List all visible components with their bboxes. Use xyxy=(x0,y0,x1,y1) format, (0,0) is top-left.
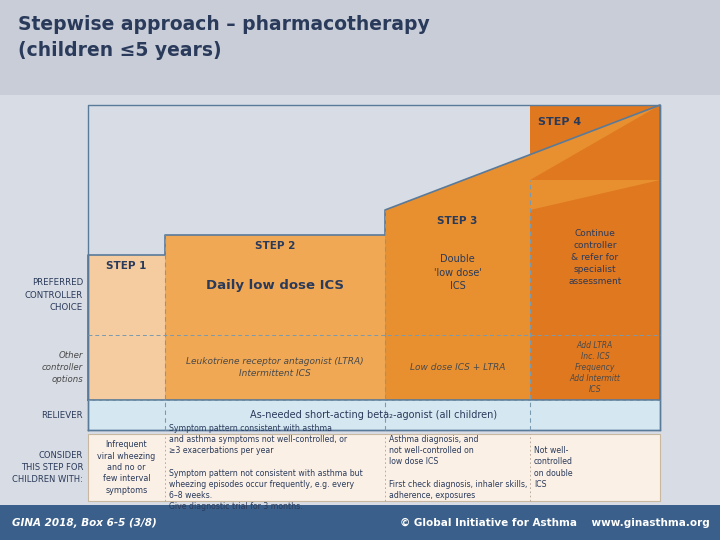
Text: Infrequent
viral wheezing
and no or
few interval
symptoms: Infrequent viral wheezing and no or few … xyxy=(97,440,156,495)
Text: STEP 1: STEP 1 xyxy=(107,261,147,271)
Bar xyxy=(88,434,660,501)
Text: PREFERRED
CONTROLLER
CHOICE: PREFERRED CONTROLLER CHOICE xyxy=(24,278,83,312)
Text: STEP 4: STEP 4 xyxy=(538,117,581,127)
Polygon shape xyxy=(385,105,660,210)
Text: Continue
controller
& refer for
specialist
assessment: Continue controller & refer for speciali… xyxy=(568,230,621,286)
Text: Stepwise approach – pharmacotherapy: Stepwise approach – pharmacotherapy xyxy=(18,16,430,35)
Bar xyxy=(385,210,530,400)
Bar xyxy=(530,105,660,180)
Text: (children ≤5 years): (children ≤5 years) xyxy=(18,40,222,59)
Text: As-needed short-acting beta₂-agonist (all children): As-needed short-acting beta₂-agonist (al… xyxy=(251,410,498,420)
Bar xyxy=(165,235,385,400)
Text: STEP 3: STEP 3 xyxy=(437,216,477,226)
Bar xyxy=(88,400,660,430)
Text: Add LTRA
Inc. ICS
Frequency
Add Intermitt
ICS: Add LTRA Inc. ICS Frequency Add Intermit… xyxy=(570,341,621,394)
Text: GINA 2018, Box 6-5 (3/8): GINA 2018, Box 6-5 (3/8) xyxy=(12,517,157,528)
Text: RELIEVER: RELIEVER xyxy=(41,410,83,420)
Text: Leukotriene receptor antagonist (LTRA)
Intermittent ICS: Leukotriene receptor antagonist (LTRA) I… xyxy=(186,357,364,378)
Bar xyxy=(0,505,720,540)
Text: Asthma diagnosis, and
not well-controlled on
low dose ICS

First check diagnosis: Asthma diagnosis, and not well-controlle… xyxy=(389,435,527,500)
Text: CONSIDER
THIS STEP FOR
CHILDREN WITH:: CONSIDER THIS STEP FOR CHILDREN WITH: xyxy=(12,451,83,484)
Polygon shape xyxy=(530,105,660,180)
Text: Symptom pattern consistent with asthma
and asthma symptoms not well-controlled, : Symptom pattern consistent with asthma a… xyxy=(169,424,363,511)
Text: STEP 2: STEP 2 xyxy=(255,241,295,251)
Text: © Global Initiative for Asthma    www.ginasthma.org: © Global Initiative for Asthma www.ginas… xyxy=(400,517,710,528)
Bar xyxy=(530,180,660,400)
Text: Not well-
controlled
on double
ICS: Not well- controlled on double ICS xyxy=(534,447,573,489)
Bar xyxy=(0,0,720,95)
Text: Low dose ICS + LTRA: Low dose ICS + LTRA xyxy=(410,363,505,372)
Bar xyxy=(0,430,720,505)
Bar xyxy=(88,255,165,400)
Polygon shape xyxy=(385,105,660,210)
Text: Daily low dose ICS: Daily low dose ICS xyxy=(206,279,344,292)
Bar xyxy=(0,95,720,430)
Polygon shape xyxy=(530,105,660,180)
Text: Double
'low dose'
ICS: Double 'low dose' ICS xyxy=(433,254,482,291)
Text: Other
controller
options: Other controller options xyxy=(42,351,83,384)
